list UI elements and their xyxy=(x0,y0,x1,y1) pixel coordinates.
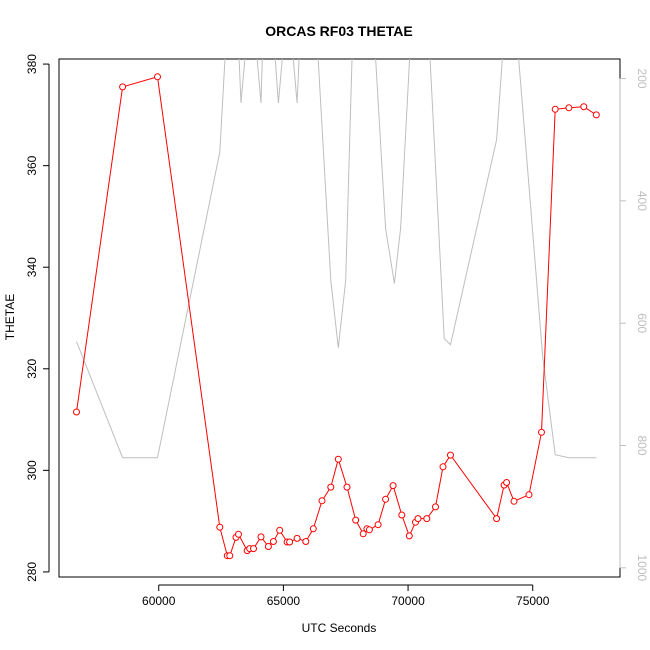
pressure-line xyxy=(76,59,597,459)
thetae-point xyxy=(343,483,351,491)
thetae-point xyxy=(318,497,326,505)
thetae-point xyxy=(447,451,454,459)
thetae-point xyxy=(276,526,284,534)
pressure-series xyxy=(76,59,597,459)
y-tick-label: 360 xyxy=(25,155,39,175)
thetae-point xyxy=(382,495,390,503)
thetae-point xyxy=(592,111,600,119)
y2-tick-label: 800 xyxy=(635,435,649,455)
thetae-point xyxy=(334,455,342,463)
y-tick-label: 340 xyxy=(25,257,39,277)
thetae-point xyxy=(551,105,559,113)
y-axis-title: THETAE xyxy=(3,294,17,340)
thetae-line xyxy=(76,76,597,557)
x-tick-label: 65000 xyxy=(267,594,301,608)
thetae-point xyxy=(257,533,265,541)
y-tick-label: 320 xyxy=(25,358,39,378)
thetae-point xyxy=(286,538,294,546)
thetae-point xyxy=(439,463,447,471)
thetae-point xyxy=(264,543,272,550)
x-axis-title: UTC Seconds xyxy=(302,621,377,635)
y2-tick-label: 400 xyxy=(635,191,649,211)
thetae-point xyxy=(119,83,127,91)
thetae-point xyxy=(235,530,242,538)
thetae-point xyxy=(293,534,301,542)
thetae-point xyxy=(327,483,335,491)
x-axis: 60000 65000 70000 75000 xyxy=(142,584,550,608)
thetae-point xyxy=(538,428,545,436)
thetae-point xyxy=(374,521,382,529)
thetae-point xyxy=(352,516,360,524)
thetae-point xyxy=(398,511,406,519)
y-tick-label: 380 xyxy=(25,54,39,74)
x-tick-label: 70000 xyxy=(391,594,425,608)
thetae-point xyxy=(389,482,397,490)
y2-tick-label: 600 xyxy=(635,313,649,333)
thetae-point xyxy=(73,408,80,416)
y2-tick-label: 200 xyxy=(635,69,649,89)
thetae-point xyxy=(503,479,511,486)
thetae-point xyxy=(226,552,234,560)
thetae-point xyxy=(302,538,310,545)
thetae-point xyxy=(365,526,373,534)
y-tick-label: 280 xyxy=(25,562,39,582)
thetae-point xyxy=(269,538,277,545)
x-tick-label: 60000 xyxy=(142,594,176,608)
y2-tick-label: 1000 xyxy=(635,554,649,581)
y-axis-right: 200 400 600 800 1000 xyxy=(619,69,649,581)
thetae-point xyxy=(216,523,224,531)
thetae-point xyxy=(580,103,588,111)
thetae-point xyxy=(423,515,431,523)
plot-frame xyxy=(58,58,621,578)
thetae-point xyxy=(154,73,161,81)
thetae-point xyxy=(405,532,413,540)
y-axis-left: 280 300 320 340 360 380 xyxy=(25,54,50,582)
thetae-point xyxy=(309,525,317,533)
chart-title: ORCAS RF03 THETAE xyxy=(265,23,413,39)
x-tick-label: 75000 xyxy=(516,594,550,608)
thetae-point xyxy=(510,497,518,505)
thetae-point xyxy=(250,545,257,553)
thetae-point xyxy=(525,491,533,499)
thetae-point xyxy=(493,515,501,523)
thetae-point xyxy=(414,515,422,523)
thetae-point xyxy=(432,503,439,511)
thetae-series xyxy=(73,73,600,560)
thetae-point xyxy=(359,530,367,538)
thetae-point xyxy=(565,104,573,112)
y-tick-label: 300 xyxy=(25,460,39,480)
